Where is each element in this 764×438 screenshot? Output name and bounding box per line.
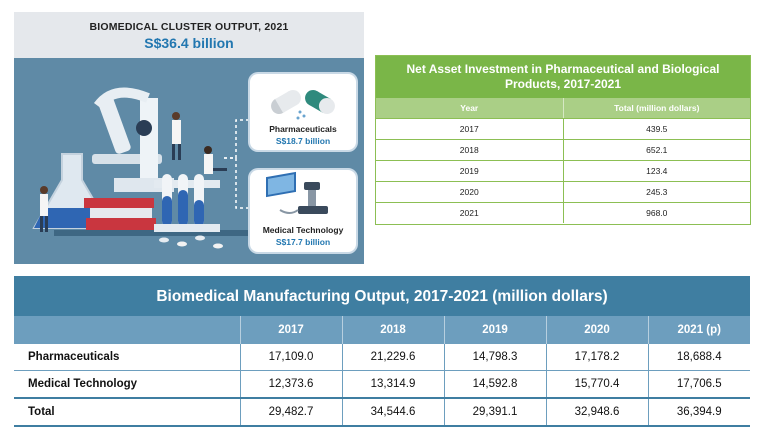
scientist-figure-icon (40, 186, 48, 232)
medical-device-icon (266, 171, 328, 214)
year-cell: 2019 (376, 160, 564, 182)
biomedical-output-panel: Biomedical Manufacturing Output, 2017-20… (14, 276, 750, 427)
column-header-total: Total (million dollars) (563, 98, 750, 119)
value-cell: 29,391.1 (444, 397, 547, 425)
scientist-figure-icon (172, 112, 181, 160)
value-cell: 36,394.9 (648, 397, 750, 425)
test-tube-rack-icon (154, 174, 220, 232)
total-cell: 123.4 (563, 160, 750, 182)
column-header-category (14, 316, 241, 344)
medical-technology-callout: Medical Technology S$17.7 billion (248, 168, 358, 254)
net-asset-investment-title: Net Asset Investment in Pharmaceutical a… (376, 56, 750, 98)
infographic-total-value: S$36.4 billion (144, 35, 234, 51)
row-label: Total (14, 397, 241, 425)
value-cell: 21,229.6 (342, 344, 445, 371)
table-header-row: 2017 2018 2019 2020 2021 (p) (14, 316, 750, 344)
capsule-icon (271, 90, 335, 120)
year-cell: 2017 (376, 118, 564, 140)
year-cell: 2018 (376, 139, 564, 161)
row-label: Medical Technology (14, 370, 241, 399)
table-row: Pharmaceuticals 17,109.0 21,229.6 14,798… (14, 344, 750, 371)
pharmaceuticals-callout: Pharmaceuticals S$18.7 billion (248, 72, 358, 152)
infographic-header: BIOMEDICAL CLUSTER OUTPUT, 2021 S$36.4 b… (14, 12, 364, 58)
value-cell: 32,948.6 (546, 397, 649, 425)
connector-line (224, 157, 248, 209)
value-cell: 29,482.7 (240, 397, 343, 425)
lab-shelf (54, 230, 254, 236)
medtech-value: S$17.7 billion (275, 237, 331, 247)
column-header-year: 2018 (342, 316, 445, 344)
value-cell: 13,314.9 (342, 370, 445, 399)
value-cell: 14,798.3 (444, 344, 547, 371)
medtech-label: Medical Technology (262, 225, 344, 235)
pills-decoration-icon (159, 235, 223, 249)
scientist-figure-icon (204, 146, 227, 174)
value-cell: 34,544.6 (342, 397, 445, 425)
total-cell: 652.1 (563, 139, 750, 161)
books-icon (84, 198, 156, 230)
table-row-total: Total 29,482.7 34,544.6 29,391.1 32,948.… (14, 397, 750, 425)
column-header-year: 2017 (240, 316, 343, 344)
microscope-icon (92, 87, 174, 192)
year-cell: 2020 (376, 181, 564, 203)
value-cell: 17,178.2 (546, 344, 649, 371)
value-cell: 18,688.4 (648, 344, 750, 371)
table-bottom-rule (14, 425, 750, 427)
connector-line (224, 119, 248, 159)
table-row: Medical Technology 12,373.6 13,314.9 14,… (14, 370, 750, 399)
biomedical-cluster-infographic: BIOMEDICAL CLUSTER OUTPUT, 2021 S$36.4 b… (14, 12, 364, 264)
column-header-year: Year (376, 98, 564, 119)
column-header-year: 2019 (444, 316, 547, 344)
net-asset-investment-panel: Net Asset Investment in Pharmaceutical a… (375, 55, 751, 225)
biomedical-output-table: 2017 2018 2019 2020 2021 (p) Pharmaceuti… (14, 316, 750, 425)
value-cell: 15,770.4 (546, 370, 649, 399)
year-cell: 2021 (376, 202, 564, 223)
table-row: 2020 245.3 (376, 181, 750, 203)
value-cell: 17,109.0 (240, 344, 343, 371)
pharma-label: Pharmaceuticals (269, 124, 337, 134)
infographic-illustration-area: Pharmaceuticals S$18.7 billion Medical T… (14, 58, 364, 264)
total-cell: 439.5 (563, 118, 750, 140)
value-cell: 17,706.5 (648, 370, 750, 399)
column-header-year: 2020 (546, 316, 649, 344)
infographic-title: BIOMEDICAL CLUSTER OUTPUT, 2021 (89, 21, 289, 33)
table-row: 2018 652.1 (376, 139, 750, 161)
table-row: 2017 439.5 (376, 118, 750, 140)
pharma-value: S$18.7 billion (275, 136, 331, 146)
value-cell: 12,373.6 (240, 370, 343, 399)
biomedical-output-title: Biomedical Manufacturing Output, 2017-20… (14, 276, 750, 316)
laboratory-illustration (32, 87, 254, 249)
value-cell: 14,592.8 (444, 370, 547, 399)
total-cell: 245.3 (563, 181, 750, 203)
table-row: 2019 123.4 (376, 160, 750, 182)
total-cell: 968.0 (646, 208, 668, 218)
table-row: 2021 968.0 (376, 202, 750, 223)
table-header-row: Year Total (million dollars) (376, 98, 750, 119)
row-label: Pharmaceuticals (14, 344, 241, 371)
net-asset-investment-table: Year Total (million dollars) 2017 439.5 … (376, 98, 750, 223)
column-header-year: 2021 (p) (648, 316, 750, 344)
